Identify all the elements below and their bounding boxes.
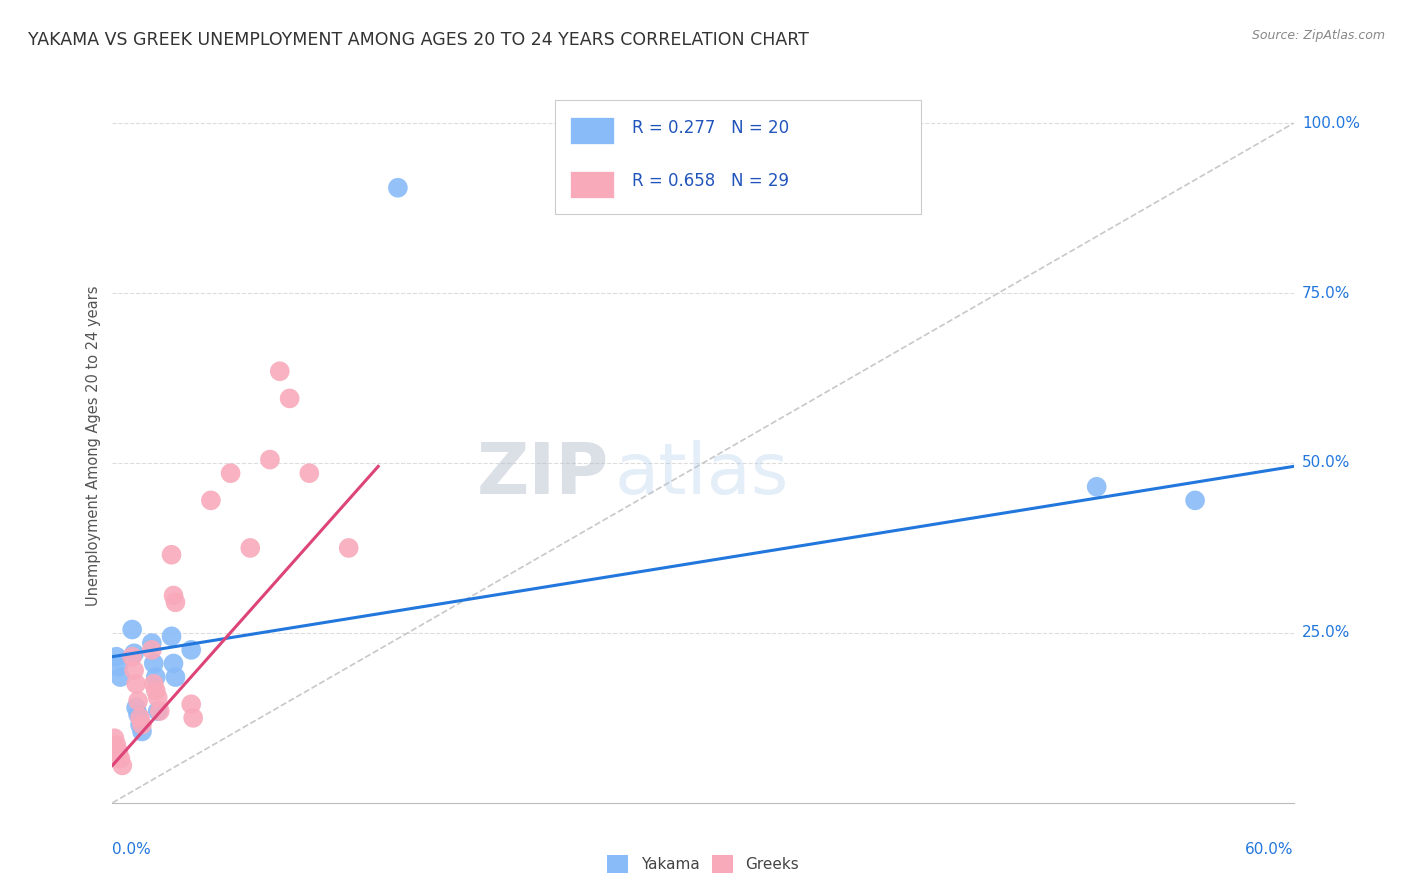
Point (278, 392, 301, 406)
Point (146, 690, 169, 705)
Point (165, 595, 187, 609)
Text: atlas: atlas (614, 440, 789, 509)
Point (142, 677, 165, 691)
Text: R = 0.277   N = 20: R = 0.277 N = 20 (633, 119, 789, 136)
Point (146, 704, 169, 718)
Point (122, 663, 145, 677)
Point (131, 724, 153, 739)
Point (145, 670, 167, 684)
Point (111, 758, 134, 772)
Point (122, 646, 145, 660)
Point (165, 670, 187, 684)
Point (127, 694, 149, 708)
Y-axis label: Unemployment Among Ages 20 to 24 years: Unemployment Among Ages 20 to 24 years (86, 285, 101, 607)
Point (162, 657, 184, 671)
Point (103, 731, 125, 746)
Text: 60.0%: 60.0% (1246, 842, 1294, 856)
Point (105, 738, 128, 752)
Point (298, 466, 321, 480)
Point (160, 629, 183, 643)
Point (121, 623, 143, 637)
Point (127, 707, 149, 722)
Text: R = 0.658   N = 29: R = 0.658 N = 29 (633, 172, 789, 190)
Point (125, 700, 148, 714)
Point (337, 541, 360, 555)
Point (141, 636, 163, 650)
Text: 100.0%: 100.0% (1302, 116, 1360, 131)
Text: 25.0%: 25.0% (1302, 625, 1350, 640)
Point (387, 180, 409, 194)
Text: YAKAMA VS GREEK UNEMPLOYMENT AMONG AGES 20 TO 24 YEARS CORRELATION CHART: YAKAMA VS GREEK UNEMPLOYMENT AMONG AGES … (28, 31, 808, 49)
Bar (569, 170, 614, 198)
Point (239, 541, 262, 555)
Point (1085, 480, 1108, 494)
Bar (569, 117, 614, 145)
Point (129, 711, 152, 725)
Point (180, 698, 202, 712)
Point (141, 643, 163, 657)
Text: Source: ZipAtlas.com: Source: ZipAtlas.com (1251, 29, 1385, 42)
Point (181, 711, 204, 725)
Text: 50.0%: 50.0% (1302, 456, 1350, 470)
Point (105, 649, 128, 664)
Point (121, 649, 143, 664)
FancyBboxPatch shape (555, 100, 921, 214)
Point (200, 493, 222, 508)
Point (142, 657, 165, 671)
Point (149, 704, 172, 718)
Point (107, 660, 129, 674)
Point (160, 548, 183, 562)
Text: 0.0%: 0.0% (112, 842, 152, 856)
Point (162, 589, 184, 603)
Point (110, 670, 132, 684)
Point (145, 683, 167, 698)
Point (259, 452, 281, 467)
Point (110, 751, 132, 765)
Point (1184, 493, 1206, 508)
Point (131, 717, 153, 731)
Point (269, 364, 291, 378)
Point (180, 643, 202, 657)
Point (107, 745, 129, 759)
Point (125, 677, 148, 691)
Legend: Yakama, Greeks: Yakama, Greeks (602, 850, 804, 877)
Point (219, 466, 242, 480)
Text: ZIP: ZIP (477, 440, 609, 509)
Text: 75.0%: 75.0% (1302, 285, 1350, 301)
Point (129, 717, 152, 731)
